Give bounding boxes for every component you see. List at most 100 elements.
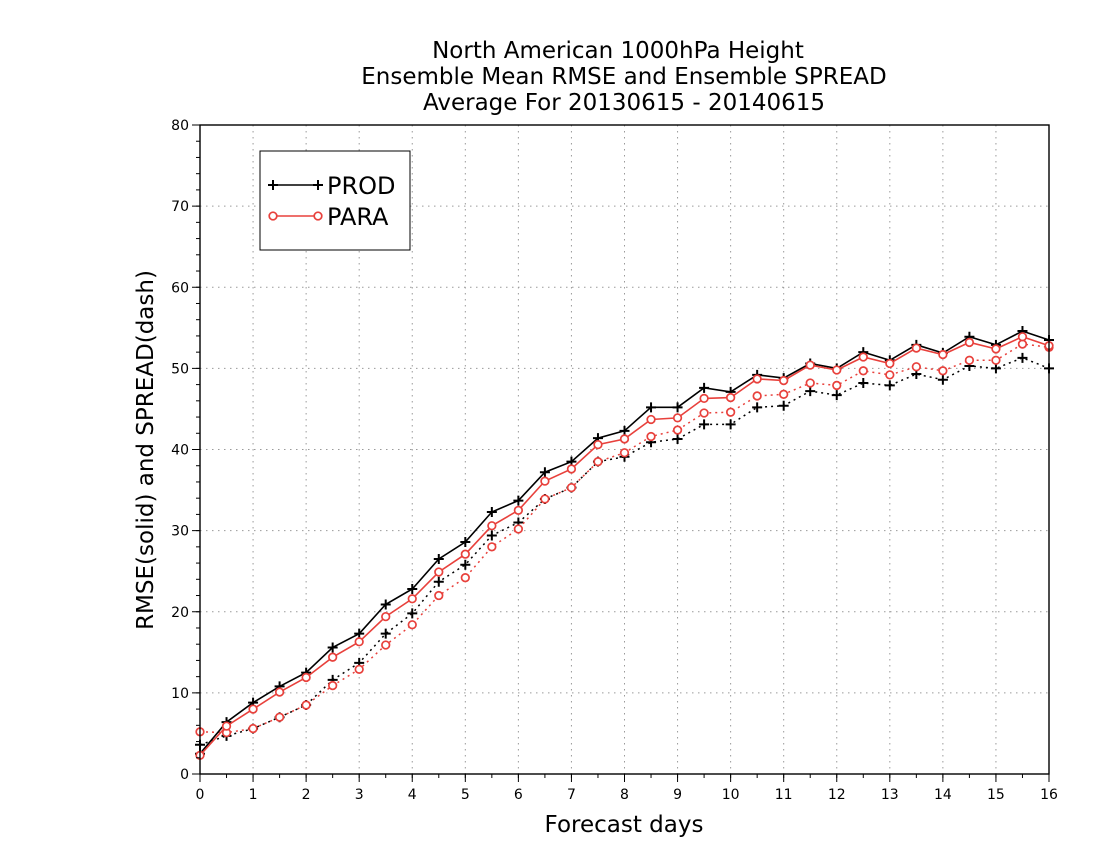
data-point-para-rmse bbox=[725, 392, 736, 403]
x-tick-label: 12 bbox=[828, 787, 846, 803]
data-point-para-spread bbox=[328, 680, 338, 691]
x-tick-label: 15 bbox=[987, 787, 1005, 803]
data-point-para-rmse bbox=[964, 337, 975, 348]
data-point-prod-spread bbox=[858, 377, 869, 388]
y-tick-label: 60 bbox=[171, 280, 189, 296]
legend-marker-para bbox=[313, 211, 323, 221]
data-point-para-spread bbox=[274, 712, 285, 722]
data-point-para-spread bbox=[354, 664, 364, 674]
x-tick-label: 0 bbox=[196, 787, 205, 803]
data-point-para-rmse bbox=[460, 549, 470, 559]
data-point-para-rmse bbox=[699, 393, 709, 404]
data-point-para-spread bbox=[646, 431, 656, 442]
data-point-para-spread bbox=[699, 408, 709, 418]
data-point-prod-rmse bbox=[619, 425, 630, 436]
x-tick-label: 10 bbox=[722, 787, 740, 803]
data-point-prod-rmse bbox=[646, 402, 657, 413]
x-tick-label: 7 bbox=[567, 787, 576, 803]
data-point-prod-rmse bbox=[380, 599, 391, 610]
data-point-para-spread bbox=[752, 391, 762, 401]
data-point-para-spread bbox=[301, 700, 311, 710]
x-tick-label: 6 bbox=[514, 787, 523, 803]
title-line-1: North American 1000hPa Height bbox=[432, 38, 804, 64]
series-para-spread bbox=[195, 339, 1054, 738]
data-point-para-spread bbox=[619, 448, 630, 458]
data-point-para-rmse bbox=[593, 439, 603, 450]
data-point-para-rmse bbox=[487, 521, 497, 531]
data-point-prod-spread bbox=[1017, 352, 1028, 363]
data-point-para-spread bbox=[566, 482, 577, 493]
data-point-prod-spread bbox=[380, 628, 391, 639]
data-point-para-rmse bbox=[672, 413, 683, 423]
data-point-para-rmse bbox=[274, 687, 285, 697]
y-tick-label: 70 bbox=[171, 199, 189, 215]
data-point-prod-spread bbox=[407, 608, 418, 619]
series-prod-rmse bbox=[195, 326, 1054, 759]
data-point-para-spread bbox=[832, 380, 842, 391]
x-tick-label: 1 bbox=[249, 787, 258, 803]
chart-title: North American 1000hPa Height Ensemble M… bbox=[361, 38, 886, 116]
data-point-para-rmse bbox=[328, 652, 338, 662]
data-point-prod-spread bbox=[990, 363, 1001, 374]
data-point-para-rmse bbox=[301, 672, 311, 683]
y-axis-label: RMSE(solid) and SPREAD(dash) bbox=[133, 270, 159, 630]
grid bbox=[200, 125, 1049, 774]
data-point-para-spread bbox=[938, 366, 948, 376]
legend-label-para: PARA bbox=[327, 203, 389, 231]
data-point-para-spread bbox=[885, 370, 895, 380]
y-tick-label: 50 bbox=[171, 361, 189, 377]
x-tick-label: 9 bbox=[673, 787, 682, 803]
data-point-para-rmse bbox=[540, 476, 550, 486]
y-tick-label: 80 bbox=[171, 118, 189, 134]
data-point-para-spread bbox=[911, 362, 921, 372]
data-point-para-rmse bbox=[938, 349, 948, 360]
data-point-para-spread bbox=[725, 407, 736, 417]
data-point-prod-spread bbox=[937, 374, 948, 385]
x-tick-label: 16 bbox=[1040, 787, 1058, 803]
x-tick-label: 11 bbox=[775, 787, 793, 803]
series-line-prod-spread bbox=[199, 356, 1050, 746]
data-point-para-rmse bbox=[354, 637, 364, 647]
data-point-para-spread bbox=[858, 366, 868, 376]
legend: PROD PARA bbox=[259, 150, 411, 251]
data-point-prod-rmse bbox=[539, 467, 550, 478]
data-point-para-rmse bbox=[566, 464, 577, 474]
data-point-para-spread bbox=[593, 457, 603, 467]
data-point-para-spread bbox=[779, 389, 789, 399]
data-point-para-rmse bbox=[407, 594, 417, 604]
y-tick-label: 20 bbox=[171, 605, 189, 621]
series-layer bbox=[195, 326, 1054, 760]
data-point-para-rmse bbox=[434, 567, 444, 577]
legend-marker-prod bbox=[268, 180, 278, 190]
legend-marker-para bbox=[268, 211, 278, 221]
x-tick-label: 8 bbox=[620, 787, 629, 803]
data-point-para-rmse bbox=[1017, 332, 1028, 342]
x-tick-label: 5 bbox=[461, 787, 470, 803]
legend-marker-prod bbox=[313, 180, 323, 190]
data-point-para-rmse bbox=[991, 344, 1001, 354]
x-tick-label: 3 bbox=[355, 787, 364, 803]
data-point-prod-rmse bbox=[407, 584, 418, 595]
data-point-prod-rmse bbox=[354, 628, 365, 639]
data-point-para-spread bbox=[434, 590, 444, 601]
legend-label-prod: PROD bbox=[327, 172, 396, 200]
data-point-prod-rmse bbox=[327, 642, 338, 653]
x-tick-label: 4 bbox=[408, 787, 417, 803]
data-point-para-rmse bbox=[832, 365, 842, 375]
legend-item-prod: PROD bbox=[268, 172, 396, 200]
data-point-prod-spread bbox=[778, 400, 789, 411]
data-point-prod-spread bbox=[672, 433, 683, 444]
data-point-para-rmse bbox=[646, 414, 656, 425]
data-point-para-rmse bbox=[858, 352, 868, 362]
data-point-para-rmse bbox=[911, 343, 921, 353]
data-point-para-rmse bbox=[779, 375, 789, 386]
data-point-prod-rmse bbox=[672, 402, 683, 413]
y-tick-label: 10 bbox=[171, 686, 189, 702]
x-tick-label: 2 bbox=[302, 787, 311, 803]
legend-item-para: PARA bbox=[268, 203, 389, 231]
x-axis-label: Forecast days bbox=[545, 812, 704, 838]
data-point-prod-spread bbox=[433, 576, 444, 587]
data-point-para-rmse bbox=[221, 721, 232, 731]
data-point-para-rmse bbox=[619, 434, 630, 444]
data-point-para-spread bbox=[248, 723, 258, 734]
